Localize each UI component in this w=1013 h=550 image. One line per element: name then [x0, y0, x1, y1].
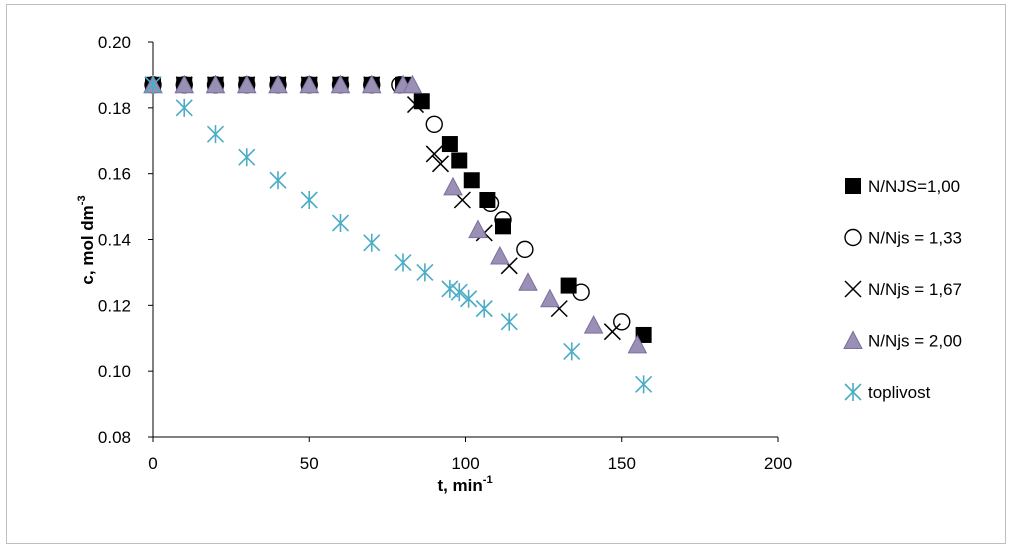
data-point	[500, 312, 518, 331]
y-tick-label: 0.20	[98, 33, 131, 52]
x-tick-label: 200	[764, 454, 792, 473]
data-point	[516, 240, 534, 259]
x-tick-label: 0	[148, 454, 157, 473]
legend-label: N/Njs = 1,33	[868, 229, 962, 248]
data-point	[425, 145, 443, 163]
data-point	[494, 211, 512, 229]
data-point	[451, 152, 468, 169]
data-point	[402, 74, 423, 94]
data-point	[406, 96, 425, 114]
data-point	[238, 148, 256, 167]
legend-marker	[844, 228, 862, 247]
data-point	[361, 74, 382, 94]
data-marks	[143, 74, 653, 394]
data-point	[450, 283, 468, 302]
data-point	[425, 115, 443, 133]
series-4	[144, 75, 653, 394]
data-point	[206, 125, 225, 144]
series-3	[143, 74, 648, 354]
data-point	[583, 315, 604, 334]
data-point	[490, 245, 510, 265]
data-point	[416, 263, 434, 282]
data-point	[481, 194, 500, 212]
data-point	[460, 289, 478, 308]
legend-marker	[845, 178, 861, 194]
data-point	[518, 272, 538, 291]
data-point	[463, 172, 480, 189]
data-point	[635, 326, 652, 343]
data-point	[268, 74, 288, 94]
data-point	[635, 375, 653, 394]
x-ticks: 0 50 100 150 200	[148, 437, 792, 473]
x-tick-label: 50	[300, 454, 319, 473]
legend-marker	[844, 383, 862, 401]
y-tick-label: 0.12	[98, 296, 131, 315]
legend-label: N/Njs = 2,00	[868, 332, 962, 351]
x-tick-label: 100	[451, 454, 479, 473]
data-point	[431, 155, 450, 173]
data-point	[613, 313, 631, 331]
y-axis-title: c, mol dm-3	[76, 195, 97, 284]
data-point	[144, 75, 162, 94]
data-point	[603, 323, 621, 341]
y-tick-label: 0.08	[98, 428, 131, 447]
y-tick-label: 0.14	[98, 231, 131, 250]
data-point	[236, 74, 257, 94]
data-point	[205, 74, 226, 94]
data-point	[363, 233, 381, 252]
x-tick-label: 150	[608, 454, 636, 473]
data-point	[560, 277, 577, 294]
series-1	[144, 76, 631, 331]
legend-label: N/Njs = 1,67	[868, 280, 962, 299]
legend-marker	[844, 280, 862, 298]
legend-label: N/NJS=1,00	[868, 177, 960, 196]
data-point	[468, 219, 488, 239]
legend-marker	[843, 330, 863, 349]
y-tick-label: 0.10	[98, 362, 131, 381]
y-tick-label: 0.18	[98, 99, 131, 118]
data-point	[441, 279, 459, 298]
data-point	[627, 334, 648, 354]
data-point	[331, 214, 350, 233]
x-axis-title: t, min-1	[437, 474, 492, 495]
y-tick-label: 0.16	[98, 165, 131, 184]
data-point	[300, 191, 318, 209]
data-point	[174, 74, 195, 94]
data-point	[540, 288, 560, 308]
data-point	[443, 176, 463, 196]
data-point	[572, 283, 590, 301]
data-point	[269, 171, 287, 190]
data-point	[394, 253, 412, 272]
data-point	[175, 98, 193, 117]
data-point	[441, 136, 458, 153]
chart-frame	[6, 4, 1006, 544]
legend: N/NJS=1,00 N/Njs = 1,33 N/Njs = 1,67 N/Njs …	[843, 177, 962, 402]
legend-label: toplivost	[868, 383, 931, 402]
series-0	[145, 76, 652, 343]
data-point	[495, 218, 511, 235]
data-point	[299, 74, 320, 94]
axes	[152, 42, 778, 438]
data-point	[563, 342, 581, 361]
data-point	[413, 93, 430, 110]
data-point	[475, 299, 493, 318]
data-point	[330, 74, 351, 94]
y-ticks: 0.08 0.10 0.12 0.14 0.16 0.18 0.20	[98, 33, 153, 447]
